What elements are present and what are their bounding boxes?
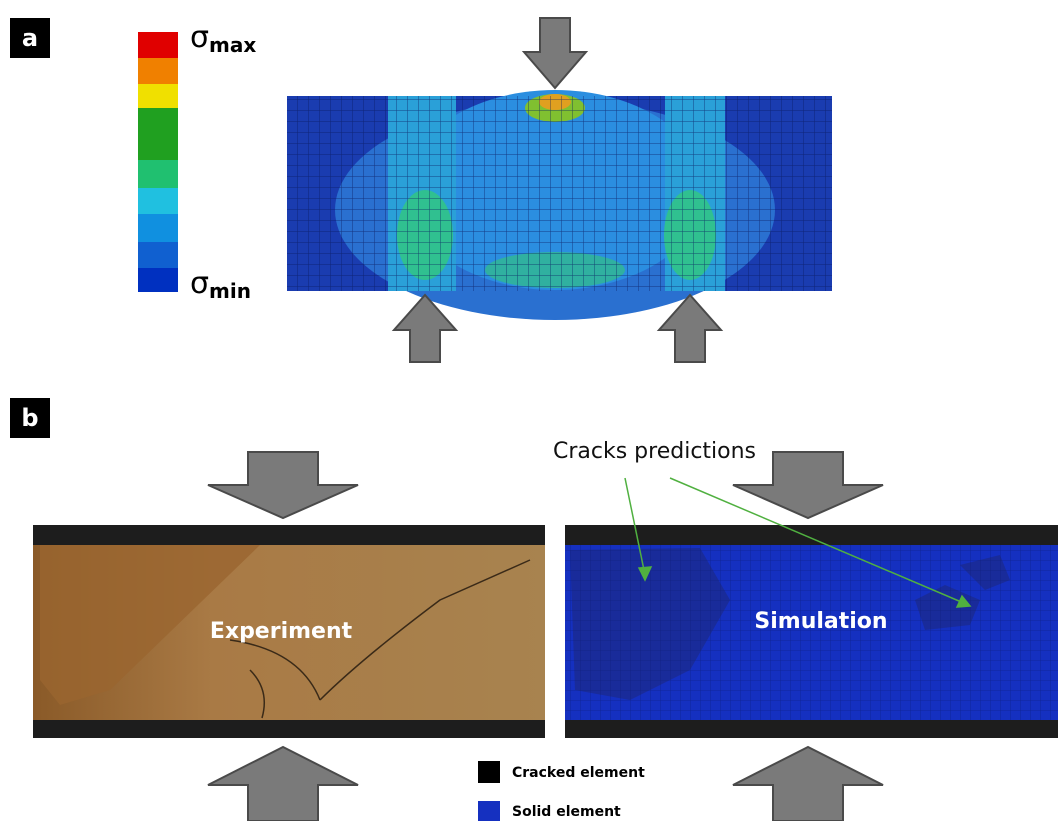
symbol: σ: [190, 266, 209, 301]
support-arrow: [659, 295, 721, 362]
stress-contour: [287, 90, 832, 320]
legend-label: Solid element: [512, 804, 621, 820]
legend-swatch: [478, 801, 500, 821]
load-arrow: [524, 18, 586, 88]
colorbar: [138, 32, 178, 292]
support-arrow: [208, 747, 358, 821]
figure: a σmax σmin b Experiment: [0, 0, 1058, 821]
legend-swatch: [478, 761, 500, 783]
legend-min: σmin: [190, 266, 251, 303]
load-arrow: [208, 452, 358, 518]
support-arrow: [733, 747, 883, 821]
subscript: min: [209, 279, 251, 303]
legend-label: Cracked element: [512, 765, 645, 781]
annotation: Cracks predictions: [553, 439, 756, 464]
experiment-label: Experiment: [210, 619, 353, 644]
simulation-label: Simulation: [754, 609, 887, 634]
panel-label: b: [21, 404, 38, 432]
subscript: max: [209, 33, 256, 57]
panel-label: a: [22, 24, 38, 52]
symbol: σ: [190, 20, 209, 55]
legend-max: σmax: [190, 20, 256, 57]
